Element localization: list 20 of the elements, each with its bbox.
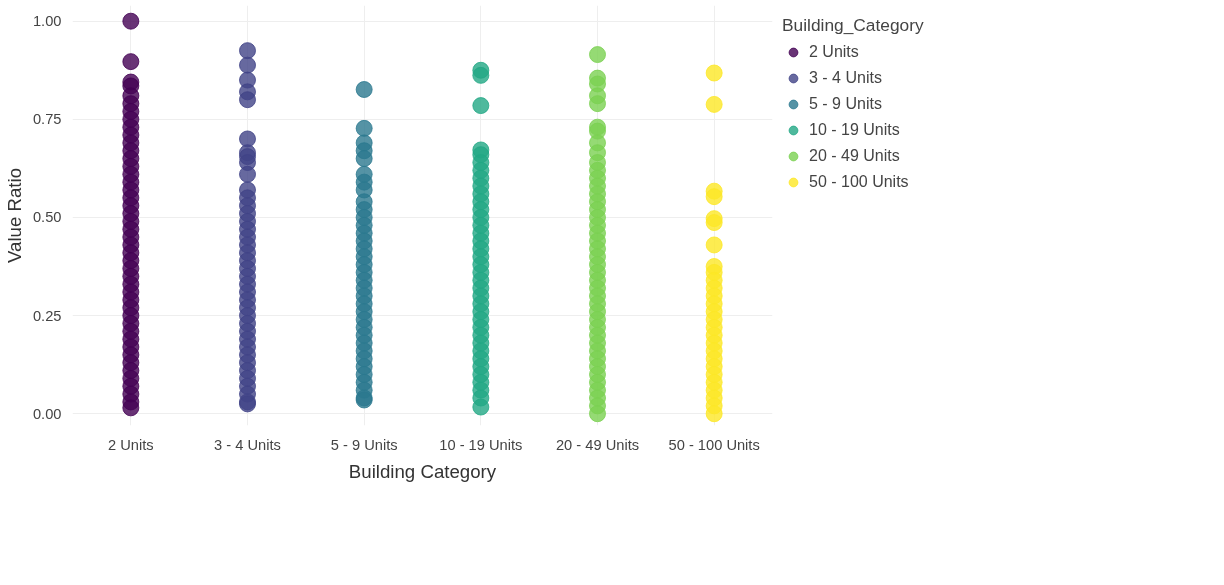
legend-label: 20 - 49 Units xyxy=(809,147,900,165)
x-tick-label: 2 Units xyxy=(108,436,154,453)
legend-label: 5 - 9 Units xyxy=(809,95,882,113)
x-tick-label: 3 - 4 Units xyxy=(214,436,281,453)
x-tick-label: 5 - 9 Units xyxy=(330,436,398,453)
legend-label: 2 Units xyxy=(809,43,859,61)
x-tick-label: 10 - 19 Units xyxy=(439,436,523,453)
legend-title: Building_Category xyxy=(782,15,924,36)
legend-label: 3 - 4 Units xyxy=(809,69,882,87)
legend-label: 50 - 100 Units xyxy=(809,173,909,191)
y-tick-label: 0.75 xyxy=(32,111,62,128)
x-tick-label: 20 - 49 Units xyxy=(555,436,640,453)
x-axis-title: Building Category xyxy=(348,460,497,482)
y-axis-title: Value Ratio xyxy=(3,167,25,264)
y-tick-label: 0.00 xyxy=(32,405,62,422)
x-tick-label: 50 - 100 Units xyxy=(668,436,760,453)
y-tick-label: 1.00 xyxy=(32,13,62,30)
y-tick-label: 0.25 xyxy=(32,307,62,324)
y-tick-label: 0.50 xyxy=(32,209,62,226)
legend-label: 10 - 19 Units xyxy=(809,121,900,139)
